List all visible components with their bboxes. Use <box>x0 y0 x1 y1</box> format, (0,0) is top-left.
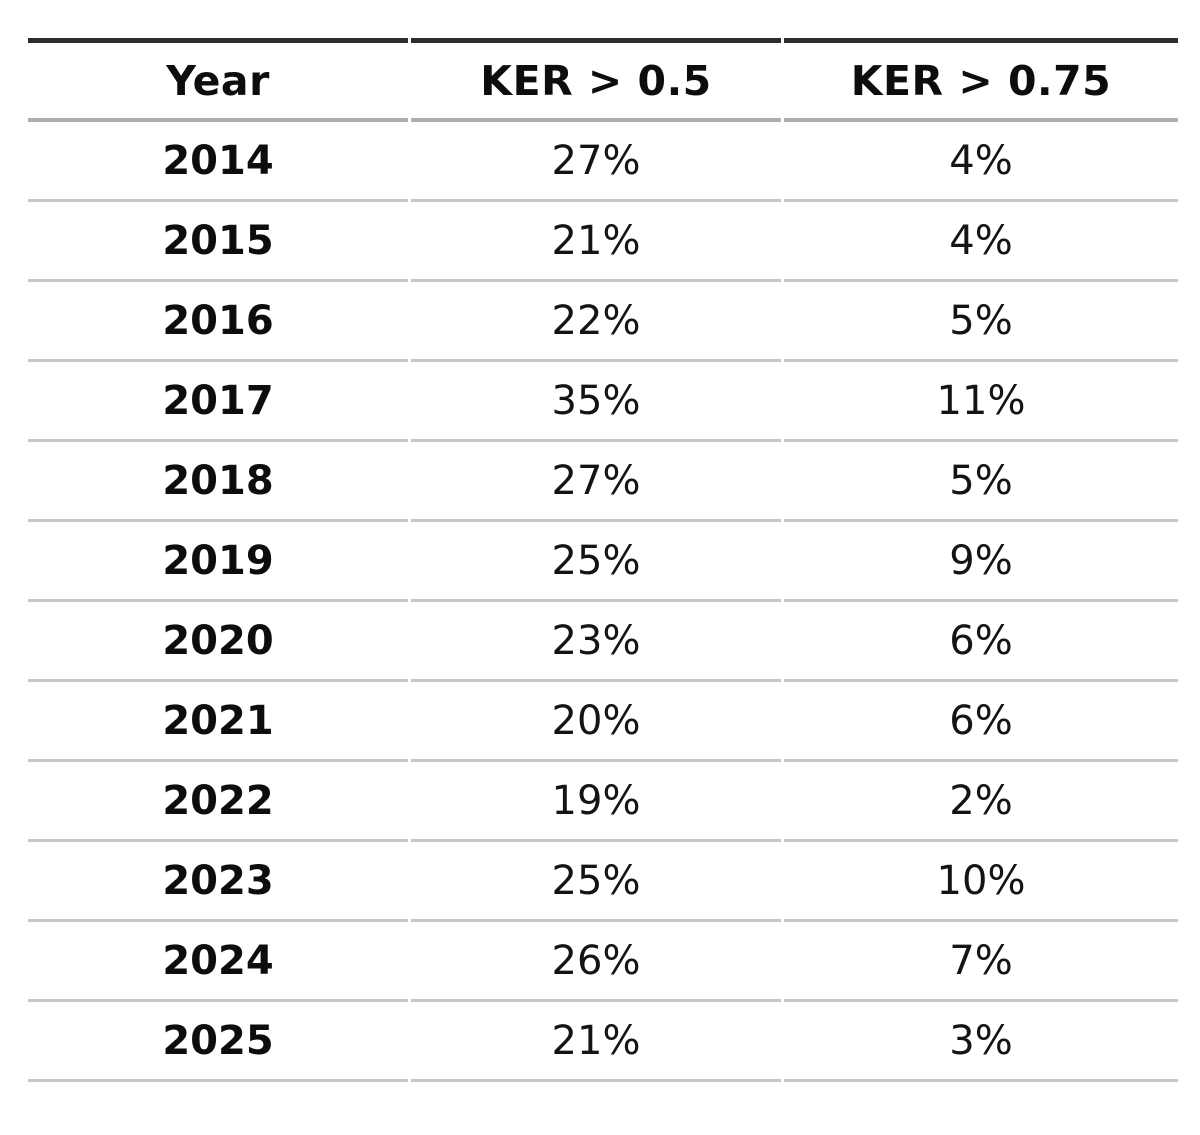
header-row: Year KER > 0.5 KER > 0.75 <box>28 38 1178 122</box>
year-cell: 2022 <box>28 762 408 842</box>
ker-0-5-cell: 21% <box>411 1002 781 1082</box>
column-header-ker-0-75: KER > 0.75 <box>784 38 1178 122</box>
table-row: 2023 25% 10% <box>28 842 1178 922</box>
column-header-ker-0-5: KER > 0.5 <box>411 38 781 122</box>
table-row: 2018 27% 5% <box>28 442 1178 522</box>
ker-0-5-cell: 27% <box>411 442 781 522</box>
column-header-year: Year <box>28 38 408 122</box>
ker-0-5-cell: 25% <box>411 522 781 602</box>
ker-0-75-cell: 6% <box>784 682 1178 762</box>
ker-0-75-cell: 5% <box>784 442 1178 522</box>
table-row: 2021 20% 6% <box>28 682 1178 762</box>
year-cell: 2024 <box>28 922 408 1002</box>
ker-0-75-cell: 7% <box>784 922 1178 1002</box>
table-row: 2017 35% 11% <box>28 362 1178 442</box>
table-body: 2014 27% 4% 2015 21% 4% 2016 22% 5% 2017… <box>28 122 1178 1082</box>
ker-0-5-cell: 25% <box>411 842 781 922</box>
table-row: 2014 27% 4% <box>28 122 1178 202</box>
ker-0-5-cell: 19% <box>411 762 781 842</box>
ker-0-5-cell: 21% <box>411 202 781 282</box>
ker-0-75-cell: 6% <box>784 602 1178 682</box>
table-header: Year KER > 0.5 KER > 0.75 <box>28 38 1178 122</box>
ker-0-5-cell: 26% <box>411 922 781 1002</box>
ker-0-75-cell: 9% <box>784 522 1178 602</box>
ker-table: Year KER > 0.5 KER > 0.75 2014 27% 4% 20… <box>25 38 1181 1082</box>
ker-0-75-cell: 2% <box>784 762 1178 842</box>
table-row: 2025 21% 3% <box>28 1002 1178 1082</box>
year-cell: 2016 <box>28 282 408 362</box>
table-row: 2020 23% 6% <box>28 602 1178 682</box>
ker-0-75-cell: 11% <box>784 362 1178 442</box>
table-row: 2022 19% 2% <box>28 762 1178 842</box>
table-row: 2015 21% 4% <box>28 202 1178 282</box>
year-cell: 2018 <box>28 442 408 522</box>
ker-0-5-cell: 27% <box>411 122 781 202</box>
ker-0-75-cell: 4% <box>784 202 1178 282</box>
table-row: 2016 22% 5% <box>28 282 1178 362</box>
table-row: 2024 26% 7% <box>28 922 1178 1002</box>
ker-0-5-cell: 22% <box>411 282 781 362</box>
ker-0-75-cell: 5% <box>784 282 1178 362</box>
year-cell: 2015 <box>28 202 408 282</box>
year-cell: 2023 <box>28 842 408 922</box>
year-cell: 2017 <box>28 362 408 442</box>
year-cell: 2014 <box>28 122 408 202</box>
ker-0-75-cell: 3% <box>784 1002 1178 1082</box>
ker-0-5-cell: 35% <box>411 362 781 442</box>
year-cell: 2021 <box>28 682 408 762</box>
year-cell: 2025 <box>28 1002 408 1082</box>
ker-0-5-cell: 20% <box>411 682 781 762</box>
year-cell: 2019 <box>28 522 408 602</box>
ker-0-75-cell: 4% <box>784 122 1178 202</box>
ker-0-75-cell: 10% <box>784 842 1178 922</box>
ker-0-5-cell: 23% <box>411 602 781 682</box>
table-row: 2019 25% 9% <box>28 522 1178 602</box>
year-cell: 2020 <box>28 602 408 682</box>
